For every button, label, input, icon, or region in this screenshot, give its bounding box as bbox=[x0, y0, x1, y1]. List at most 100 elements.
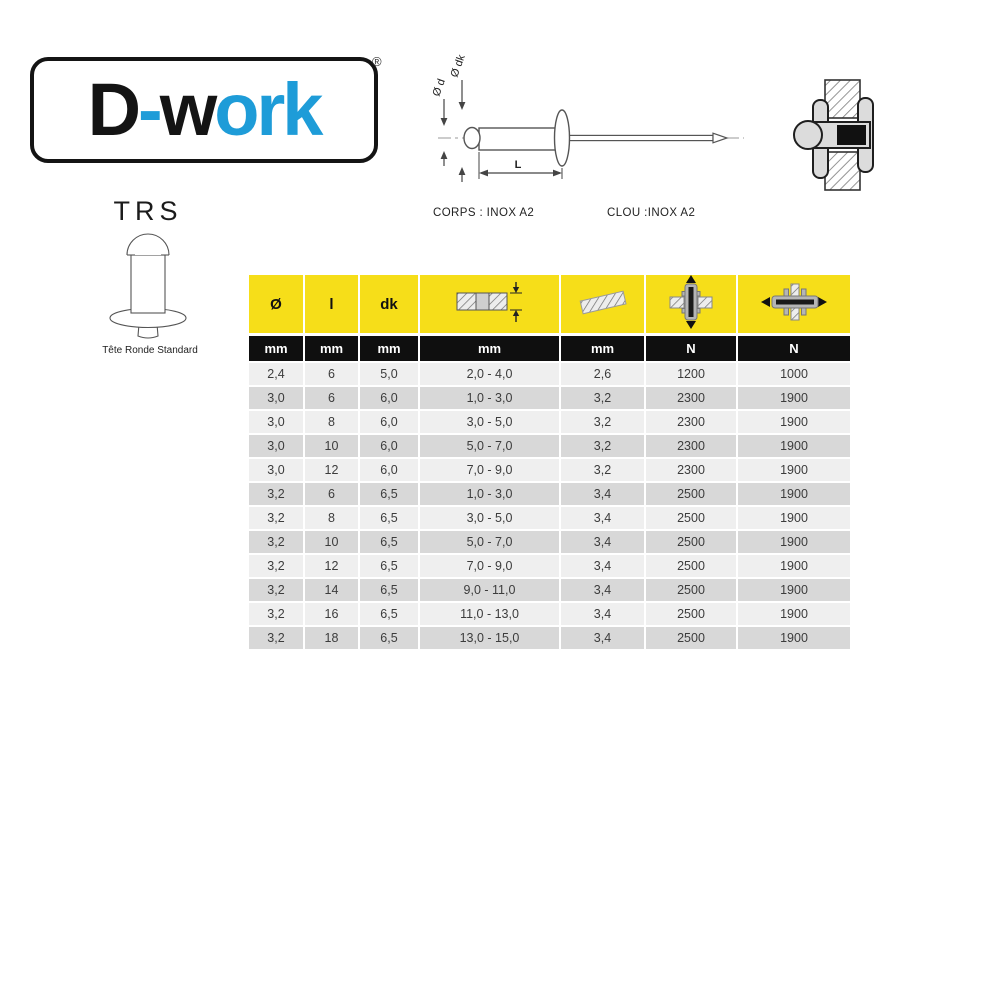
table-cell: 2,0 - 4,0 bbox=[418, 361, 560, 386]
table-cell: 12 bbox=[303, 553, 359, 578]
table-cell: 2,4 bbox=[249, 361, 304, 386]
table-row: 3,0 8 6,0 3,0 - 5,0 3,2 2300 1900 bbox=[249, 409, 850, 434]
rivet-dimension-diagram: Ø dk Ø d L bbox=[431, 53, 744, 182]
table-row: 3,2 18 6,5 13,0 - 15,0 3,4 2500 1900 bbox=[249, 625, 850, 649]
table-cell: 2500 bbox=[644, 529, 737, 554]
table-cell: 2500 bbox=[644, 481, 737, 506]
table-cell: 1900 bbox=[736, 481, 850, 506]
table-cell: 5,0 - 7,0 bbox=[418, 433, 560, 458]
dim-dk-label: Ø dk bbox=[449, 53, 468, 79]
table-cell: 3,2 bbox=[249, 577, 304, 602]
table-cell: 6 bbox=[303, 385, 359, 410]
table-cell: 10 bbox=[303, 433, 359, 458]
col-length-header: l bbox=[303, 275, 359, 335]
col-shear-header bbox=[644, 275, 737, 335]
table-cell: 6,5 bbox=[358, 505, 419, 530]
col-tensile-header bbox=[736, 275, 850, 335]
table-cell: 5,0 bbox=[358, 361, 419, 386]
table-cell: 3,4 bbox=[559, 625, 645, 649]
plate-top bbox=[824, 79, 861, 119]
table-cell: 2300 bbox=[644, 457, 737, 482]
table-cell: 6,5 bbox=[358, 625, 419, 649]
table-cell: 1900 bbox=[736, 529, 850, 554]
table-cell: 1900 bbox=[736, 457, 850, 482]
table-cell: 16 bbox=[303, 601, 359, 626]
table-row: 3,0 10 6,0 5,0 - 7,0 3,2 2300 1900 bbox=[249, 433, 850, 458]
table-cell: 3,4 bbox=[559, 601, 645, 626]
table-cell: 1000 bbox=[736, 361, 850, 386]
nail-material-caption: CLOU :INOX A2 bbox=[607, 207, 696, 219]
table-row: 3,2 12 6,5 7,0 - 9,0 3,4 2500 1900 bbox=[249, 553, 850, 578]
mandrel-head-outline bbox=[463, 126, 481, 150]
table-cell: 1,0 - 3,0 bbox=[418, 385, 560, 410]
table-cell: 6,5 bbox=[358, 577, 419, 602]
head-type-caption: Tête Ronde Standard bbox=[102, 345, 198, 356]
rivet-body-outline bbox=[478, 127, 560, 151]
table-row: 3,2 8 6,5 3,0 - 5,0 3,4 2500 1900 bbox=[249, 505, 850, 530]
table-cell: 3,0 bbox=[249, 385, 304, 410]
logo-letter-w: w bbox=[159, 68, 218, 151]
table-row: 2,4 6 5,0 2,0 - 4,0 2,6 1200 1000 bbox=[249, 361, 850, 386]
table-cell: 6,0 bbox=[358, 409, 419, 434]
plate-bottom bbox=[824, 151, 861, 191]
registered-trademark-icon: ® bbox=[372, 54, 382, 69]
table-row: 3,2 16 6,5 11,0 - 13,0 3,4 2500 1900 bbox=[249, 601, 850, 626]
col-griprange-header bbox=[418, 275, 560, 335]
table-cell: 1200 bbox=[644, 361, 737, 386]
table-cell: 8 bbox=[303, 505, 359, 530]
table-cell: 1900 bbox=[736, 625, 850, 649]
table-cell: 3,2 bbox=[559, 409, 645, 434]
table-cell: 18 bbox=[303, 625, 359, 649]
col-headdiameter-header: dk bbox=[358, 275, 419, 335]
table-cell: 1900 bbox=[736, 577, 850, 602]
dim-d-label: Ø d bbox=[431, 77, 448, 98]
spec-table-body: 2,4 6 5,0 2,0 - 4,0 2,6 1200 1000 3,0 6 6,0 1,0 - … bbox=[249, 361, 850, 649]
table-row: 3,2 14 6,5 9,0 - 11,0 3,4 2500 1900 bbox=[249, 577, 850, 602]
table-row: 3,2 10 6,5 5,0 - 7,0 3,4 2500 1900 bbox=[249, 529, 850, 554]
table-cell: 2300 bbox=[644, 385, 737, 410]
table-cell: 3,0 - 5,0 bbox=[418, 409, 560, 434]
table-cell: 3,2 bbox=[249, 481, 304, 506]
table-cell: 2500 bbox=[644, 505, 737, 530]
table-cell: 9,0 - 11,0 bbox=[418, 577, 560, 602]
rivet-flange-outline bbox=[553, 109, 571, 167]
formed-bulb bbox=[793, 120, 823, 150]
table-cell: 12 bbox=[303, 457, 359, 482]
table-cell: 3,2 bbox=[249, 529, 304, 554]
col-headdiameter-label: dk bbox=[380, 295, 398, 313]
product-code-title: TRS bbox=[113, 196, 183, 226]
table-cell: 3,4 bbox=[559, 577, 645, 602]
table-cell: 3,4 bbox=[559, 505, 645, 530]
table-cell: 3,2 bbox=[249, 505, 304, 530]
grip-range-icon bbox=[454, 280, 526, 324]
table-cell: 6 bbox=[303, 361, 359, 386]
spec-table: Ø l dk bbox=[249, 275, 850, 649]
table-cell: 3,4 bbox=[559, 529, 645, 554]
rivet-body bbox=[130, 254, 166, 314]
col-length-label: l bbox=[329, 295, 334, 313]
table-cell: 3,2 bbox=[249, 601, 304, 626]
table-cell: 3,2 bbox=[559, 433, 645, 458]
table-cell: 3,4 bbox=[559, 553, 645, 578]
table-cell: 2300 bbox=[644, 433, 737, 458]
table-row: 3,0 6 6,0 1,0 - 3,0 3,2 2300 1900 bbox=[249, 385, 850, 410]
table-cell: 6,5 bbox=[358, 601, 419, 626]
unit-cell: mm bbox=[358, 333, 419, 362]
table-cell: 3,2 bbox=[559, 457, 645, 482]
logo-letter-d: D bbox=[87, 68, 141, 151]
dim-l-label: L bbox=[515, 159, 522, 171]
table-cell: 1900 bbox=[736, 409, 850, 434]
table-cell: 2,6 bbox=[559, 361, 645, 386]
unit-cell: mm bbox=[418, 333, 560, 362]
table-cell: 1900 bbox=[736, 385, 850, 410]
mandrel-remnant bbox=[837, 125, 866, 145]
table-cell: 3,2 bbox=[559, 385, 645, 410]
table-cell: 3,0 bbox=[249, 457, 304, 482]
table-cell: 2300 bbox=[644, 409, 737, 434]
table-cell: 2500 bbox=[644, 625, 737, 649]
logo-dash: - bbox=[138, 68, 163, 151]
table-cell: 6,0 bbox=[358, 457, 419, 482]
table-cell: 6 bbox=[303, 481, 359, 506]
table-cell: 3,4 bbox=[559, 481, 645, 506]
